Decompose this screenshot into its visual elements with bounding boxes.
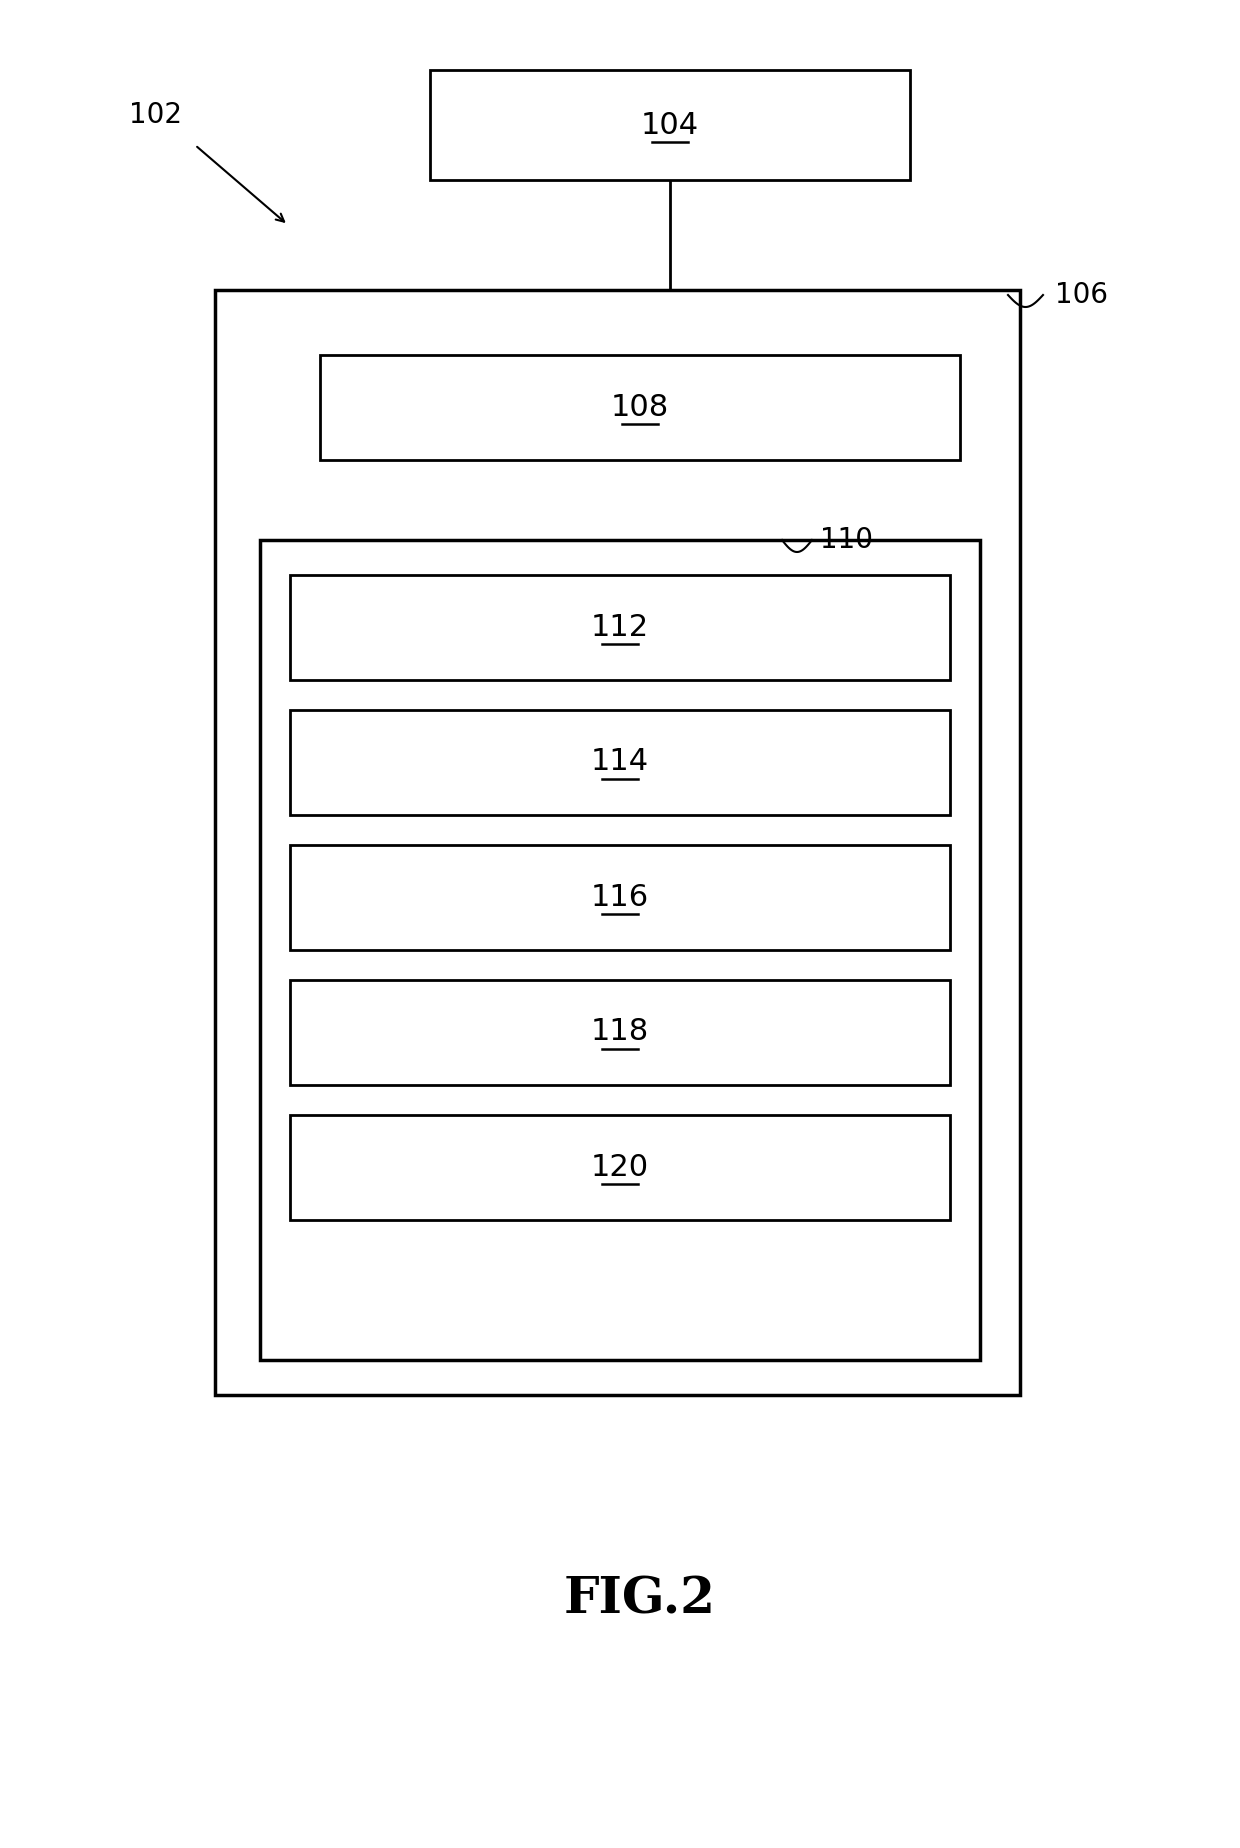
Text: 110: 110	[820, 527, 873, 554]
Bar	[290, 845, 950, 950]
Text: 116: 116	[591, 883, 649, 911]
Bar	[430, 70, 910, 179]
Text: 104: 104	[641, 111, 699, 139]
Text: 102: 102	[129, 102, 181, 129]
Bar	[290, 710, 950, 815]
Text: FIG.2: FIG.2	[564, 1576, 715, 1624]
Bar	[290, 979, 950, 1085]
Text: 112: 112	[591, 612, 649, 641]
Bar	[260, 540, 980, 1360]
Bar	[290, 1114, 950, 1220]
Text: 114: 114	[591, 747, 649, 776]
Text: 118: 118	[591, 1018, 649, 1046]
Text: 106: 106	[1055, 281, 1109, 309]
Bar	[290, 575, 950, 680]
Text: 108: 108	[611, 392, 670, 421]
Bar	[215, 290, 1021, 1395]
Text: 120: 120	[591, 1153, 649, 1181]
Bar	[320, 355, 960, 460]
